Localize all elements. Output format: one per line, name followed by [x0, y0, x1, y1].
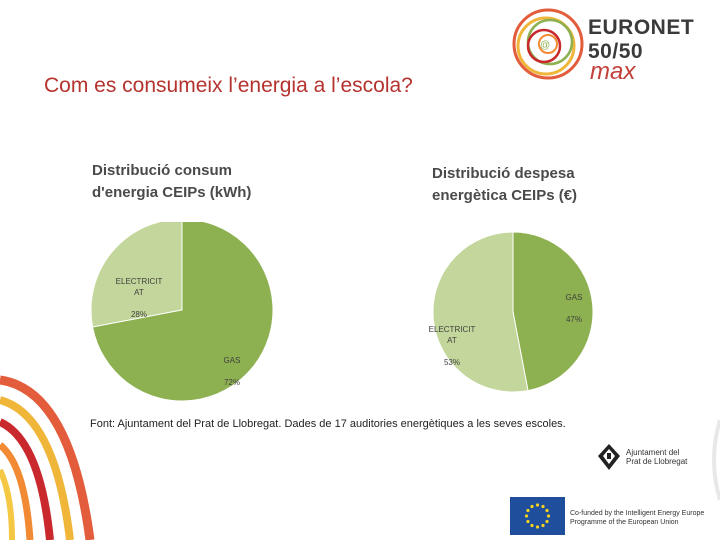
eu-star: [545, 508, 549, 513]
eu-star: [545, 519, 549, 524]
chart-1-title: Distribució consum d'energia CEIPs (kWh): [92, 160, 251, 204]
eu-cofunding-text: Co-funded by the Intelligent Energy Euro…: [570, 510, 705, 526]
euronet-logo: @ EURONET 50/50 max: [508, 6, 718, 86]
chart-1-slice-pct-electricitat: 28%: [130, 310, 147, 319]
chart-1-slice-1: [92, 222, 274, 402]
crest-icon: [598, 444, 620, 470]
chart-2-slice-pct-gas: 47%: [565, 315, 582, 324]
chart-1-slice-name-gas: GAS: [223, 356, 241, 365]
chart-2-title-line2: energètica CEIPs (€): [432, 187, 578, 204]
chart-2-slice-pct-electricitat: 53%: [443, 358, 460, 367]
chart-1-slice-name-electricitat: ELECTRICIT AT: [115, 277, 163, 297]
pie-chart-1: [90, 222, 274, 402]
source-note: Font: Ajuntament del Prat de Llobregat. …: [90, 418, 566, 430]
eu-star: [535, 503, 540, 507]
chart-2-title-line1: Distribució despesa: [432, 165, 575, 182]
chart-1-slice-pct-gas: 72%: [223, 378, 240, 387]
eu-star: [546, 514, 551, 518]
chart-1-slice-label-electricitat: ELECTRICIT AT 28%: [112, 265, 166, 320]
logo-max: max: [590, 58, 636, 85]
chart-2-slice-name-electricitat: ELECTRICIT AT: [428, 325, 476, 345]
eu-star: [530, 504, 534, 509]
logo-5050: 50/50: [588, 40, 644, 63]
eu-star: [526, 508, 530, 513]
logo-euronet: EURONET: [588, 16, 695, 39]
pie-chart-2: [432, 231, 594, 393]
chart-1-title-line1: Distribució consum: [92, 162, 233, 179]
chart-1-slice-label-gas: GAS 72%: [212, 344, 252, 388]
logo-swirl-icon: @: [512, 8, 584, 80]
chart-2-slice-name-gas: GAS: [565, 293, 583, 302]
chart-1-slice-0: [90, 222, 183, 328]
decorative-arcs-right: [712, 420, 720, 500]
chart-2-slice-1: [432, 231, 529, 393]
eu-star: [524, 514, 529, 518]
decorative-arcs: [0, 375, 95, 540]
ajuntament-logo: Ajuntament del Prat de Llobregat: [596, 440, 706, 474]
chart-2-slice-label-gas: GAS 47%: [556, 281, 592, 325]
eu-star: [526, 519, 530, 524]
chart-1-title-line2: d'energia CEIPs (kWh): [92, 184, 252, 201]
eu-star: [530, 523, 534, 528]
svg-text:@: @: [540, 40, 550, 51]
chart-2-slice-0: [512, 231, 594, 392]
chart-2-slice-label-electricitat: ELECTRICIT AT 53%: [424, 313, 480, 368]
ajuntament-name: Ajuntament del Prat de Llobregat: [626, 448, 688, 466]
eu-star: [535, 525, 540, 529]
eu-star: [541, 523, 545, 528]
eu-flag-icon: [510, 497, 565, 535]
chart-2-title: Distribució despesa energètica CEIPs (€): [432, 163, 577, 207]
eu-star: [541, 504, 545, 509]
page-title: Com es consumeix l’energia a l’escola?: [44, 74, 413, 97]
